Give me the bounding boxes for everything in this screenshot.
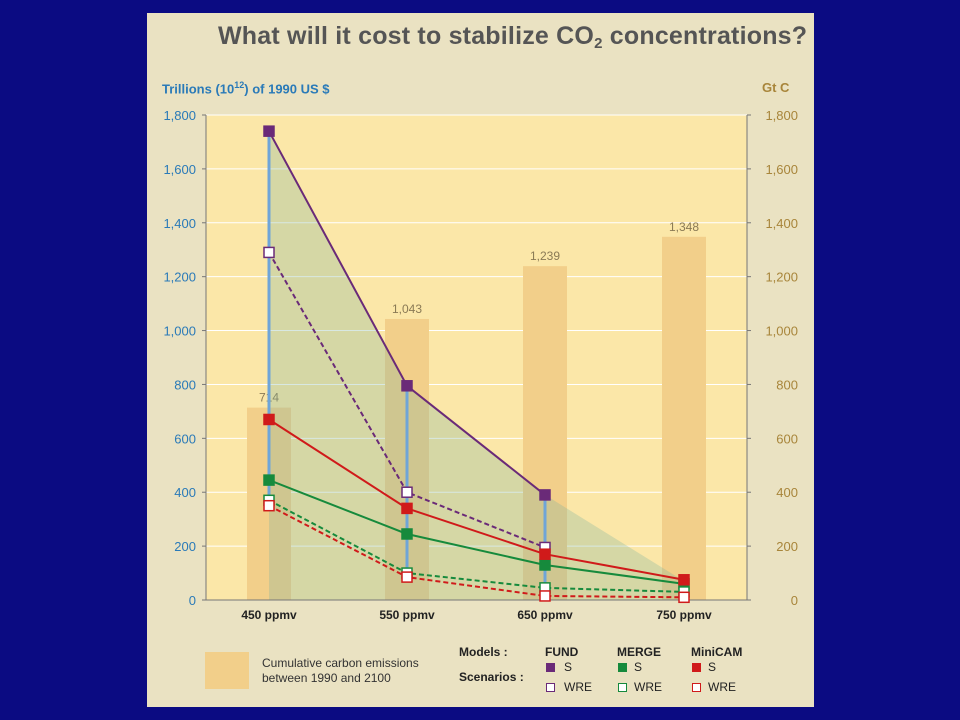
minicam-wre-point bbox=[263, 499, 275, 512]
right-tick-label: 800 bbox=[776, 377, 798, 392]
plot-area bbox=[206, 115, 747, 600]
right-axis-label: Gt C bbox=[762, 80, 790, 95]
minicam-s-line bbox=[268, 418, 685, 581]
left-tick-label: 1,200 bbox=[163, 270, 196, 285]
fund-wre-point bbox=[401, 486, 413, 498]
minicam-s-point bbox=[401, 502, 413, 515]
minicam-wre-point bbox=[539, 590, 551, 602]
fund-wre-point bbox=[263, 246, 275, 259]
left-tick-label: 200 bbox=[174, 539, 196, 554]
category-label: 450 ppmv bbox=[241, 608, 297, 622]
scenarios-label: Scenarios : bbox=[459, 670, 524, 684]
emissions-bar bbox=[662, 236, 706, 601]
fund-s-point bbox=[263, 125, 275, 137]
minicam-wre-line bbox=[268, 504, 685, 599]
emissions-bar-label: 1,239 bbox=[530, 249, 560, 263]
minicam-s-label: S bbox=[708, 660, 717, 674]
right-tick-label: 600 bbox=[776, 431, 798, 446]
merge-s-point bbox=[539, 559, 551, 571]
fund-wre-marker bbox=[546, 683, 555, 692]
merge-s-point bbox=[263, 474, 275, 486]
fund-wre-label: WRE bbox=[564, 680, 592, 694]
right-tick-label: 1,400 bbox=[765, 216, 798, 231]
emissions-legend-swatch bbox=[205, 652, 249, 689]
chart-title: What will it cost to stabilize CO2 conce… bbox=[218, 22, 808, 52]
merge-s-line bbox=[268, 479, 685, 585]
right-tick-label: 1,200 bbox=[765, 270, 798, 285]
left-tick-label: 0 bbox=[189, 593, 196, 608]
models-label: Models : bbox=[459, 645, 508, 659]
merge-wre-line bbox=[268, 499, 685, 593]
category-label: 650 ppmv bbox=[517, 608, 573, 622]
minicam-s-point bbox=[539, 548, 551, 560]
category-label: 550 ppmv bbox=[379, 608, 435, 622]
legend-model-minicam: MiniCAM bbox=[691, 645, 743, 659]
emissions-bar-label: 1,043 bbox=[392, 302, 422, 316]
merge-s-label: S bbox=[634, 660, 643, 674]
fund-s-label: S bbox=[564, 660, 573, 674]
left-tick-label: 800 bbox=[174, 377, 196, 392]
category-label: 750 ppmv bbox=[656, 608, 712, 622]
left-axis-label: Trillions (1012) of 1990 US $ bbox=[162, 80, 330, 97]
legend-model-fund: FUND bbox=[545, 645, 579, 659]
left-tick-label: 600 bbox=[174, 431, 196, 446]
merge-s-point bbox=[401, 528, 413, 540]
left-tick-label: 400 bbox=[174, 485, 196, 500]
right-tick-label: 200 bbox=[776, 539, 798, 554]
minicam-s-marker bbox=[692, 663, 701, 672]
emissions-bar-label: 1,348 bbox=[669, 220, 699, 234]
minicam-wre-label: WRE bbox=[708, 680, 736, 694]
minicam-wre-point bbox=[401, 571, 413, 583]
left-tick-label: 1,400 bbox=[163, 216, 196, 231]
right-tick-label: 400 bbox=[776, 485, 798, 500]
right-tick-label: 1,000 bbox=[765, 324, 798, 339]
minicam-s-point bbox=[678, 574, 690, 586]
minicam-wre-marker bbox=[692, 683, 701, 692]
left-tick-label: 1,600 bbox=[163, 162, 196, 177]
right-tick-label: 1,600 bbox=[765, 162, 798, 177]
fund-s-point bbox=[539, 489, 551, 501]
minicam-s-point bbox=[263, 413, 275, 426]
left-tick-label: 1,000 bbox=[163, 324, 196, 339]
right-tick-label: 0 bbox=[791, 593, 798, 608]
emissions-legend-label: Cumulative carbon emissions between 1990… bbox=[262, 656, 419, 685]
fund-shaded-area bbox=[269, 131, 684, 600]
left-tick-label: 1,800 bbox=[163, 108, 196, 123]
merge-wre-label: WRE bbox=[634, 680, 662, 694]
merge-wre-marker bbox=[618, 683, 627, 692]
right-tick-label: 1,800 bbox=[765, 108, 798, 123]
legend-model-merge: MERGE bbox=[617, 645, 662, 659]
merge-s-marker bbox=[618, 663, 627, 672]
fund-s-marker bbox=[546, 663, 555, 672]
minicam-wre-point bbox=[678, 591, 690, 604]
fund-s-point bbox=[401, 380, 413, 392]
